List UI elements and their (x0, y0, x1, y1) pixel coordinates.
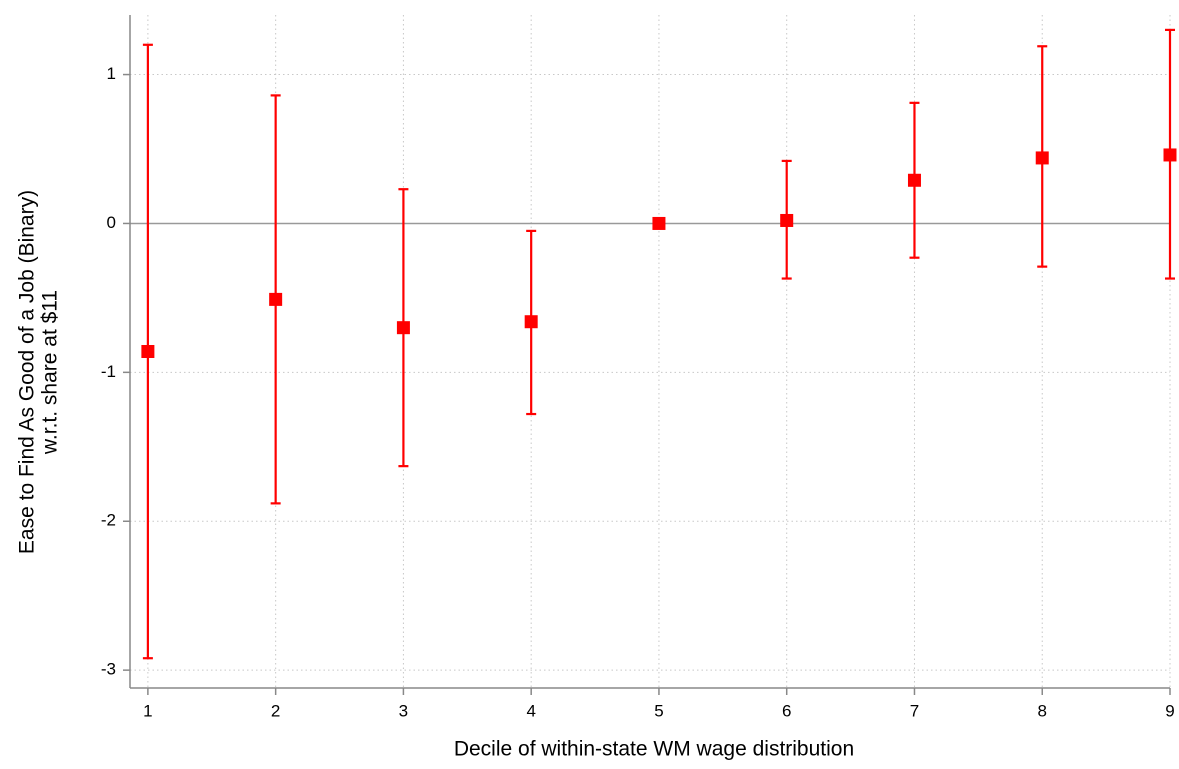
x-tick-label: 3 (399, 701, 408, 720)
point (780, 213, 794, 227)
y-tick-label: -2 (101, 511, 116, 530)
x-tick-label: 1 (143, 701, 152, 720)
y-axis-label-line: Ease to Find As Good of a Job (Binary) (16, 190, 39, 554)
point (141, 345, 155, 358)
x-tick-label: 2 (271, 701, 280, 720)
y-tick-label: -1 (101, 362, 116, 381)
point (1035, 151, 1049, 165)
x-tick-label: 8 (1038, 701, 1047, 720)
point (652, 216, 666, 230)
point (1163, 148, 1177, 162)
point (269, 292, 283, 306)
y-tick-label: -3 (101, 660, 116, 679)
x-tick-label: 7 (910, 701, 919, 720)
x-tick-label: 6 (782, 701, 791, 720)
x-tick-label: 9 (1165, 701, 1174, 720)
point (396, 321, 410, 335)
y-tick-label: 0 (107, 213, 116, 232)
y-axis-label: Ease to Find As Good of a Job (Binary) w… (16, 190, 62, 554)
point (907, 173, 921, 187)
y-axis-label-line: w.r.t. share at $11 (39, 290, 62, 455)
x-tick-label: 4 (526, 701, 535, 720)
x-tick-label: 5 (654, 701, 663, 720)
y-tick-label: 1 (107, 64, 116, 83)
x-axis-label: Decile of within-state WM wage distribut… (454, 738, 854, 761)
point (524, 315, 538, 329)
